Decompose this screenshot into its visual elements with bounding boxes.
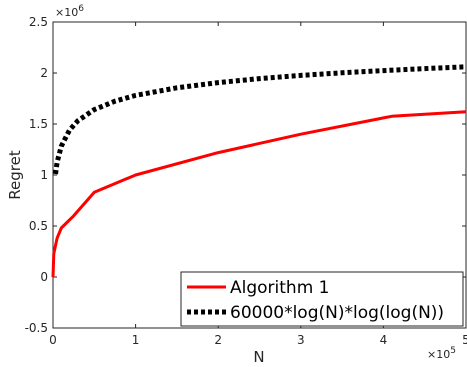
x-axis-ticks: 0 1 2 3 4 5 <box>49 22 467 347</box>
x-tick-label: 0 <box>49 333 57 347</box>
y-tick-label: -0.5 <box>25 321 48 335</box>
legend-label-log-bound: 60000*log(N)*log(log(N)) <box>230 303 444 323</box>
x-tick-label: 1 <box>132 333 140 347</box>
x-tick-label: 4 <box>380 333 388 347</box>
y-axis-title: Regret <box>6 150 24 200</box>
x-tick-label: 5 <box>462 333 467 347</box>
series-line-algorithm-1 <box>51 110 467 278</box>
x-axis-title: N <box>253 348 264 366</box>
y-exponent-label: ×106 <box>55 4 84 19</box>
series-layer <box>51 64 467 278</box>
y-tick-label: 2.5 <box>29 15 48 29</box>
y-tick-label: 2 <box>40 66 48 80</box>
legend: Algorithm 1 60000*log(N)*log(log(N)) <box>180 271 464 327</box>
x-exponent-label: ×105 <box>427 346 456 361</box>
y-tick-label: 0 <box>40 270 48 284</box>
y-tick-label: 1 <box>40 168 48 182</box>
x-tick-label: 3 <box>297 333 305 347</box>
series-line-log-bound <box>53 64 467 175</box>
legend-box <box>180 271 464 327</box>
x-tick-label: 2 <box>214 333 222 347</box>
legend-label-algorithm-1: Algorithm 1 <box>230 278 329 298</box>
y-axis-ticks: -0.5 0 0.5 1 1.5 2 2.5 <box>25 15 466 335</box>
y-tick-label: 0.5 <box>29 219 48 233</box>
y-tick-label: 1.5 <box>29 117 48 131</box>
